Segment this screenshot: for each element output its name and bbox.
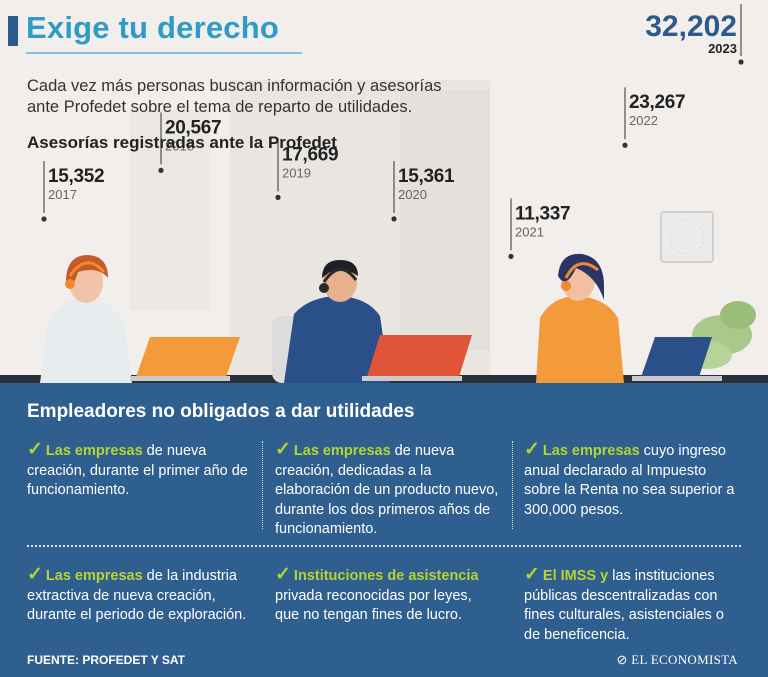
data-label: 15,361: [398, 166, 455, 187]
page-title: Exige tu derecho: [26, 10, 279, 45]
list-item: ✓ Instituciones de asistencia privada rec…: [275, 565, 499, 626]
check-icon: ✓: [275, 439, 291, 460]
operator-woman-right: [536, 253, 624, 383]
data-label: 20,567: [165, 117, 221, 138]
bg-panel: [400, 90, 490, 350]
laptop-icon: [362, 335, 472, 381]
item-highlight: El IMSS y: [542, 568, 609, 584]
column-divider: [512, 441, 513, 529]
item-highlight: Las empresas: [45, 568, 143, 584]
tick-label: 2017: [48, 187, 77, 202]
header-area: 15,352 2017 20,567 2018 17,669 2019 15,361 2020…: [0, 4, 768, 383]
list-item: ✓ Las empresas cuyo ingreso anual declara…: [524, 440, 738, 520]
data-label: 15,352: [48, 166, 104, 187]
data-point: [158, 167, 164, 173]
check-icon: ✓: [27, 439, 43, 460]
info-panel: Empleadores no obligados a dar utilidade…: [0, 383, 768, 677]
check-icon: ✓: [275, 564, 291, 585]
item-highlight: Las empresas: [45, 443, 143, 459]
list-item: ✓ Las empresas de la industria extractiva…: [27, 565, 255, 626]
title-accent-bar: [8, 16, 18, 46]
data-label: 17,669: [282, 144, 338, 165]
tick-label: 2022: [629, 113, 658, 128]
item-highlight: Instituciones de asistencia: [293, 568, 479, 584]
operator-woman-left: [40, 255, 132, 383]
title-underline: [26, 52, 302, 54]
check-icon: ✓: [27, 564, 43, 585]
tick-label: 2020: [398, 187, 427, 202]
tick-label: 2019: [282, 165, 311, 180]
brand-name: EL ECONOMISTA: [631, 652, 738, 667]
bg-panel: [130, 110, 210, 310]
page-subtitle: Cada vez más personas buscan información…: [27, 77, 442, 116]
tick-label: 2023: [708, 41, 737, 56]
data-point: [275, 194, 281, 200]
brand-logo: ⊘ EL ECONOMISTA: [616, 652, 738, 667]
item-text: de nueva creación, durante el primer año…: [27, 443, 248, 498]
panel-title: Empleadores no obligados a dar utilidade…: [27, 401, 415, 422]
laptop-icon: [632, 337, 722, 381]
data-label: 32,202: [645, 10, 737, 43]
tick-label: 2021: [515, 224, 544, 239]
item-text: de la industria extractiva de nueva crea…: [27, 568, 247, 623]
item-highlight: Las empresas: [293, 443, 391, 459]
data-point: [738, 59, 744, 65]
item-text: las instituciones públicas descentraliza…: [524, 568, 724, 643]
list-item: ✓ Las empresas de nueva creación, dedicad…: [275, 440, 499, 540]
data-point: [41, 216, 47, 222]
operator-man-center: [272, 260, 390, 383]
item-text: de nueva creación, dedicadas a la elabor…: [275, 443, 499, 537]
source-note: FUENTE: PROFEDET Y SAT: [27, 653, 186, 667]
check-icon: ✓: [524, 564, 540, 585]
item-text: privada reconocidas por leyes, que no te…: [275, 587, 472, 624]
data-point: [622, 142, 628, 148]
data-point: [508, 253, 514, 259]
data-label: 23,267: [629, 92, 685, 113]
list-item: ✓ Las empresas de nueva creación, durante…: [27, 440, 249, 501]
clock-icon: [660, 211, 714, 263]
row-divider: [27, 545, 741, 547]
tick-label: 2018: [165, 138, 194, 153]
clock-face: [669, 219, 705, 255]
item-text: cuyo ingreso anual declarado al Impuesto…: [524, 443, 735, 518]
item-highlight: Las empresas: [542, 443, 640, 459]
data-label: 11,337: [515, 203, 570, 224]
list-item: ✓ El IMSS y las instituciones públicas de…: [524, 565, 738, 645]
chart-title: Asesorías registradas ante la Profedet: [27, 133, 337, 152]
column-divider: [262, 441, 263, 529]
laptop-icon: [130, 337, 240, 381]
data-point: [391, 216, 397, 222]
check-icon: ✓: [524, 439, 540, 460]
